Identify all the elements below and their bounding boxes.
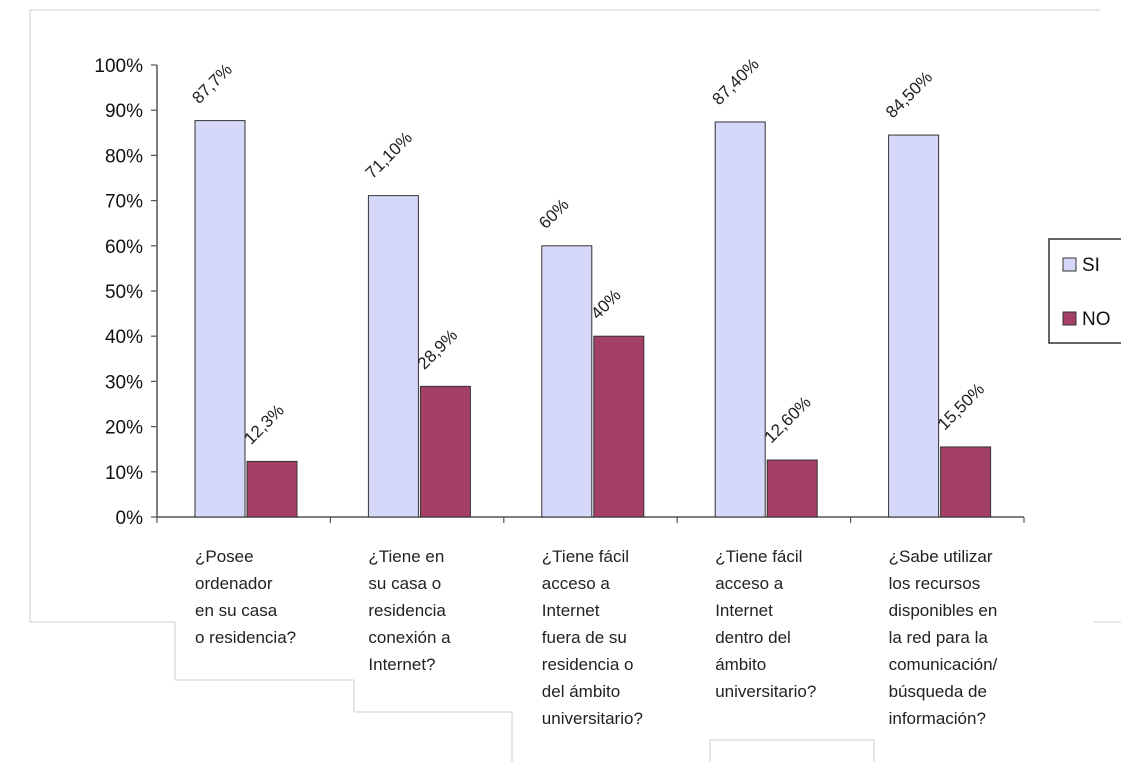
bar-si-3	[541, 245, 593, 518]
category-label: búsqueda de	[889, 682, 987, 701]
data-label-si: 87,7%	[188, 60, 236, 108]
legend-label-si: SI	[1082, 255, 1100, 276]
category-label: fuera de su	[542, 628, 627, 647]
category-label: disponibles en	[889, 601, 998, 620]
category-label: residencia o	[542, 655, 634, 674]
category-label: acceso a	[715, 574, 784, 593]
bar-si-4	[714, 121, 766, 518]
category-label: o residencia?	[195, 628, 296, 647]
y-tick-label: 90%	[105, 101, 143, 122]
y-tick-label: 10%	[105, 463, 143, 484]
bar-no-4	[766, 459, 818, 518]
category-label: dentro del	[715, 628, 791, 647]
bar-no-1	[246, 460, 298, 518]
bar-si-1	[194, 120, 246, 518]
legend-box	[1048, 238, 1121, 344]
y-tick-label: 20%	[105, 418, 143, 439]
data-label-si: 71,10%	[362, 128, 416, 182]
legend-swatch-no	[1062, 311, 1077, 326]
category-label: universitario?	[542, 709, 643, 728]
category-label: los recursos	[889, 574, 981, 593]
category-label: Internet?	[368, 655, 435, 674]
bar-si-2	[367, 195, 419, 518]
category-label: acceso a	[542, 574, 611, 593]
category-label: su casa o	[368, 574, 441, 593]
y-tick-label: 50%	[105, 282, 143, 303]
y-tick-label: 80%	[105, 146, 143, 167]
category-label: residencia	[368, 601, 446, 620]
category-label: ¿Tiene en	[368, 547, 444, 566]
category-label: ámbito	[715, 655, 766, 674]
y-tick-label: 0%	[116, 508, 144, 529]
bar-no-5	[940, 446, 992, 518]
y-tick-label: 70%	[105, 192, 143, 213]
data-label-si: 87,40%	[709, 55, 763, 109]
category-label: del ámbito	[542, 682, 620, 701]
legend-label-no: NO	[1082, 309, 1111, 330]
category-label: ordenador	[195, 574, 273, 593]
data-label-no: 40%	[587, 286, 624, 323]
y-tick-label: 40%	[105, 327, 143, 348]
category-label: en su casa	[195, 601, 278, 620]
y-tick-label: 100%	[94, 56, 143, 77]
category-label: universitario?	[715, 682, 816, 701]
data-label-no: 15,50%	[934, 380, 988, 434]
bar-no-2	[419, 385, 471, 518]
data-label-si: 84,50%	[882, 68, 936, 122]
category-label: información?	[889, 709, 986, 728]
category-label: ¿Tiene fácil	[542, 547, 629, 566]
data-label-no: 12,60%	[761, 393, 815, 447]
category-label: comunicación/	[889, 655, 998, 674]
legend-swatch-si	[1062, 257, 1077, 272]
data-label-no: 12,3%	[240, 401, 288, 449]
category-label: ¿Tiene fácil	[715, 547, 802, 566]
bar-si-5	[888, 134, 940, 518]
category-label: conexión a	[368, 628, 451, 647]
data-label-no: 28,9%	[414, 326, 462, 374]
category-label: Internet	[542, 601, 600, 620]
category-label: Internet	[715, 601, 773, 620]
data-label-si: 60%	[535, 195, 572, 232]
category-label: la red para la	[889, 628, 989, 647]
y-tick-label: 30%	[105, 372, 143, 393]
y-tick-label: 60%	[105, 237, 143, 258]
bar-no-3	[593, 335, 645, 518]
category-label: ¿Sabe utilizar	[889, 547, 993, 566]
category-label: ¿Posee	[195, 547, 254, 566]
